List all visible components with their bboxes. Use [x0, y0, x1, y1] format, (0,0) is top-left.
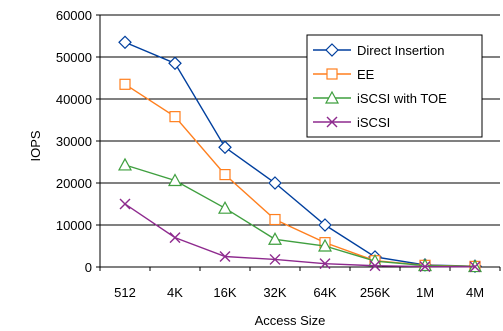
- data-point: [269, 213, 281, 226]
- legend: Direct Insertion EE iSCSI with TOE iSCSI: [306, 34, 483, 138]
- legend-label: iSCSI with TOE: [357, 91, 447, 106]
- series-line: [124, 41, 476, 267]
- data-point: [119, 198, 131, 210]
- data-point: [218, 140, 232, 155]
- x-tick-label: 512: [114, 285, 136, 300]
- series-line: [124, 164, 476, 268]
- y-tick-label: 20000: [56, 176, 92, 191]
- x-tick-label: 32K: [263, 285, 286, 300]
- grid: [100, 14, 500, 226]
- legend-label: EE: [357, 67, 375, 82]
- axes: 0 10000 20000 30000 40000 50000 60000 512 4K 16K 3…: [56, 8, 501, 300]
- series-layer: [117, 35, 483, 274]
- legend-label: Direct Insertion: [357, 43, 444, 58]
- data-point: [217, 200, 233, 214]
- data-point: [267, 232, 283, 245]
- y-tick-label: 10000: [56, 218, 92, 233]
- data-point: [118, 35, 132, 50]
- x-tick-label: 4K: [167, 285, 183, 300]
- y-tick-label: 0: [85, 260, 92, 275]
- data-point: [469, 261, 481, 273]
- data-point: [119, 78, 131, 90]
- legend-item: iSCSI: [313, 115, 390, 130]
- data-point: [369, 260, 381, 272]
- x-tick-label: 256K: [360, 285, 391, 300]
- legend-item: EE: [313, 67, 375, 82]
- data-point: [268, 176, 282, 190]
- series-3: [119, 198, 481, 273]
- x-tick-label: 1M: [416, 285, 434, 300]
- data-point: [318, 218, 332, 232]
- legend-label: iSCSI: [357, 115, 390, 130]
- data-point: [319, 258, 331, 270]
- data-point: [169, 111, 181, 123]
- series-2: [117, 157, 483, 273]
- x-tick-label: 64K: [313, 285, 336, 300]
- y-tick-label: 40000: [56, 92, 92, 107]
- data-point: [117, 157, 133, 171]
- data-point: [168, 56, 182, 71]
- x-tick-label: 4M: [466, 285, 484, 300]
- data-point: [419, 261, 431, 273]
- legend-marker: [326, 68, 338, 80]
- data-point: [167, 173, 183, 187]
- legend-item: Direct Insertion: [313, 43, 444, 58]
- data-point: [317, 238, 333, 252]
- x-tick-label: 16K: [213, 285, 236, 300]
- data-point: [269, 253, 281, 265]
- data-point: [219, 169, 231, 181]
- data-point: [169, 232, 181, 244]
- legend-item: iSCSI with TOE: [313, 90, 447, 106]
- data-point: [219, 251, 231, 262]
- data-point: [417, 258, 433, 272]
- y-tick-label: 30000: [56, 134, 92, 149]
- legend-marker: [324, 90, 340, 104]
- legend-marker: [326, 116, 338, 128]
- series-line: [124, 203, 476, 268]
- x-axis-title: Access Size: [255, 313, 326, 328]
- legend-marker: [325, 43, 339, 57]
- y-tick-label: 60000: [56, 8, 92, 23]
- y-tick-label: 50000: [56, 50, 92, 65]
- y-axis-title: IOPS: [28, 130, 43, 161]
